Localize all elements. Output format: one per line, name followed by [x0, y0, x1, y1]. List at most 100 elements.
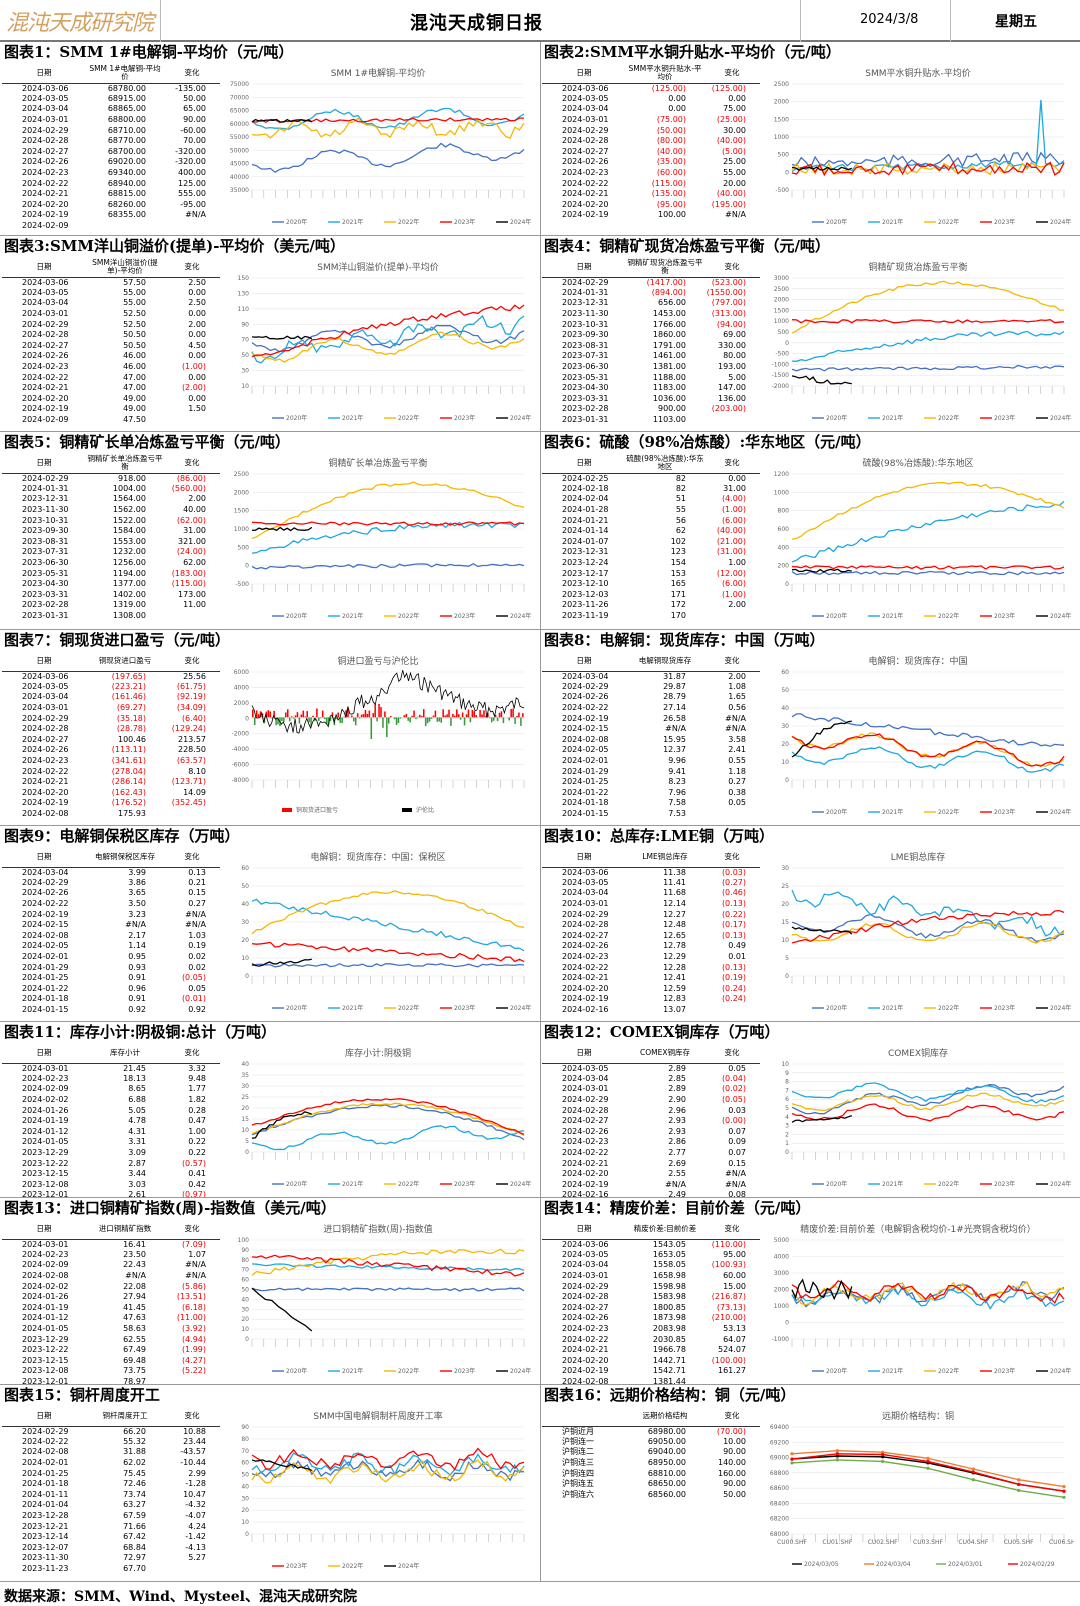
table-cell: (94.00): [716, 319, 746, 329]
table-cell: 2024-02-28: [562, 920, 609, 930]
table-cell: (0.04): [721, 1073, 746, 1083]
y-tick-label: 0: [785, 973, 789, 980]
series-line: [251, 1098, 525, 1136]
table-cell: #N/A: [665, 724, 686, 734]
table-cell: 2024-01-19: [22, 1116, 69, 1126]
table-row: 2023-06-30 1256.00 62.00: [2, 558, 220, 569]
table-cell: 72.97: [123, 1553, 146, 1563]
table-cell: 555.00: [178, 189, 206, 199]
table-cell: 69020.00: [107, 157, 146, 167]
table-cell: 0.93: [128, 962, 146, 972]
data-point: [1062, 1485, 1066, 1489]
y-tick-label: 110: [238, 306, 250, 313]
table-cell: 2024-03-06: [22, 277, 69, 287]
y-tick-label: 68600: [770, 1485, 789, 1492]
table-row: 2024-03-01 68800.00 90.00: [2, 115, 220, 126]
table-cell: 11.38: [663, 867, 686, 877]
table-cell: (123.71): [171, 777, 206, 787]
table-row: 2023-12-17 153 (12.00): [542, 568, 760, 579]
table-cell: 2023-12-07: [22, 1542, 69, 1552]
table-row: 沪铜连六 68560.00 50.00: [542, 1490, 760, 1501]
table-cell: (203.00): [711, 404, 746, 414]
table-cell: 2023-01-31: [562, 415, 609, 425]
table-row: 2024-01-29 0.93 0.02: [2, 962, 220, 973]
series-line: [791, 1278, 853, 1301]
table-cell: 69040.00: [647, 1447, 686, 1457]
y-tick-label: 69000: [770, 1455, 789, 1462]
table-cell: 2024-03-04: [562, 1073, 609, 1083]
table-cell: 31.00: [183, 526, 206, 536]
y-tick-label: 8: [785, 1079, 789, 1086]
table-row: 2024-02-21 12.41 (0.19): [542, 973, 760, 984]
table-row: 2024-03-05 55.00 0.00: [2, 288, 220, 299]
table-cell: 4.50: [188, 340, 206, 350]
series-line: [791, 1103, 1065, 1122]
table-cell: 2024-02-22: [22, 1436, 69, 1446]
series-line: [791, 375, 852, 385]
table-cell: 3.23: [128, 909, 146, 919]
table-cell: 2023-05-31: [562, 372, 609, 382]
table-cell: 2023-12-22: [22, 1345, 69, 1355]
table-row: 2024-03-04 68865.00 65.00: [2, 104, 220, 115]
table-cell: 0.05: [188, 983, 206, 993]
table-cell: 0.28: [188, 1105, 206, 1115]
legend-entry: 2023年: [454, 218, 475, 226]
table-row: 2024-02-21 47.00 (2.00): [2, 383, 220, 394]
table-row: 2024-02-20 1442.71 (100.00): [542, 1356, 760, 1367]
y-tick-label: 0: [785, 169, 789, 176]
table-cell: (135.00): [651, 189, 686, 199]
legend-entry: 2024年: [1050, 612, 1071, 620]
legend-entry: 2020年: [826, 1004, 847, 1012]
table-cell: 67.59: [123, 1511, 146, 1521]
table-row: 2024-02-23 (60.00) 55.00: [542, 168, 760, 179]
table-cell: 100.46: [118, 734, 146, 744]
y-tick-label: 69400: [770, 1424, 789, 1431]
panel-title: 图表2:SMM平水铜升贴水-平均价（元/吨）: [544, 43, 841, 61]
table-cell: 1461.00: [652, 351, 686, 361]
table-cell: 2.69: [668, 1158, 686, 1168]
table-row: 2024-02-29 12.27 (0.22): [542, 909, 760, 920]
table-cell: 51: [675, 494, 686, 504]
y-tick-label: 68200: [770, 1516, 789, 1523]
table-cell: 2023-11-23: [22, 1564, 69, 1574]
table-row: 2024-01-19 4.78 0.47: [2, 1116, 220, 1127]
table-cell: 40.00: [183, 505, 206, 515]
chart-title: 精废价差:目前价差（电解铜含税均价-1#光亮铜含税均价）: [800, 1223, 1036, 1235]
table-cell: (69.27): [116, 703, 146, 713]
table-cell: 12.78: [663, 941, 686, 951]
table-cell: 68770.00: [107, 136, 146, 146]
y-tick-label: 80: [241, 1257, 249, 1264]
table-row: 2024-02-28 12.48 (0.17): [542, 920, 760, 931]
legend-entry: 2022年: [938, 1367, 959, 1375]
data-table: 日期 铜精矿现货冶炼盈亏平衡 变化 2024-02-29 (1417.00) (523.0…: [542, 257, 760, 425]
table-cell: 2024-02-28: [22, 136, 69, 146]
table-cell: 0.95: [128, 952, 146, 962]
y-tick-label: 1200: [774, 471, 789, 478]
data-point: [790, 1461, 794, 1465]
y-tick-label: 40000: [230, 174, 249, 181]
table-cell: (341.61): [111, 756, 146, 766]
y-tick-label: 20: [241, 937, 249, 944]
legend-entry: 2021年: [342, 218, 363, 226]
table-cell: 0.00: [728, 93, 746, 103]
legend-entry: 2021年: [882, 1367, 903, 1375]
table-cell: (100.93): [711, 1260, 746, 1270]
table-cell: 171: [670, 589, 686, 599]
table-cell: 68915.00: [107, 93, 146, 103]
table-row: 2024-02-02 22.08 (5.86): [2, 1281, 220, 1292]
table-cell: 23.50: [123, 1249, 146, 1259]
table-cell: (797.00): [711, 298, 746, 308]
table-row: 2023-11-23 67.70: [2, 1564, 220, 1575]
table-cell: (161.46): [111, 692, 146, 702]
series-line: [251, 1254, 525, 1277]
y-tick-label: 3: [785, 1123, 789, 1130]
series-line: [251, 1459, 525, 1485]
table-header: 铜杆周度开工: [86, 1406, 164, 1427]
table-row: 2024-02-16 2.49 0.08: [542, 1190, 760, 1198]
y-tick-label: 20: [241, 1316, 249, 1323]
data-point: [881, 1455, 885, 1459]
table-cell: 102: [670, 536, 686, 546]
table-cell: 2024-02-09: [22, 415, 69, 425]
y-tick-label: 65000: [230, 108, 249, 115]
table-cell: 1381.44: [652, 1377, 686, 1385]
